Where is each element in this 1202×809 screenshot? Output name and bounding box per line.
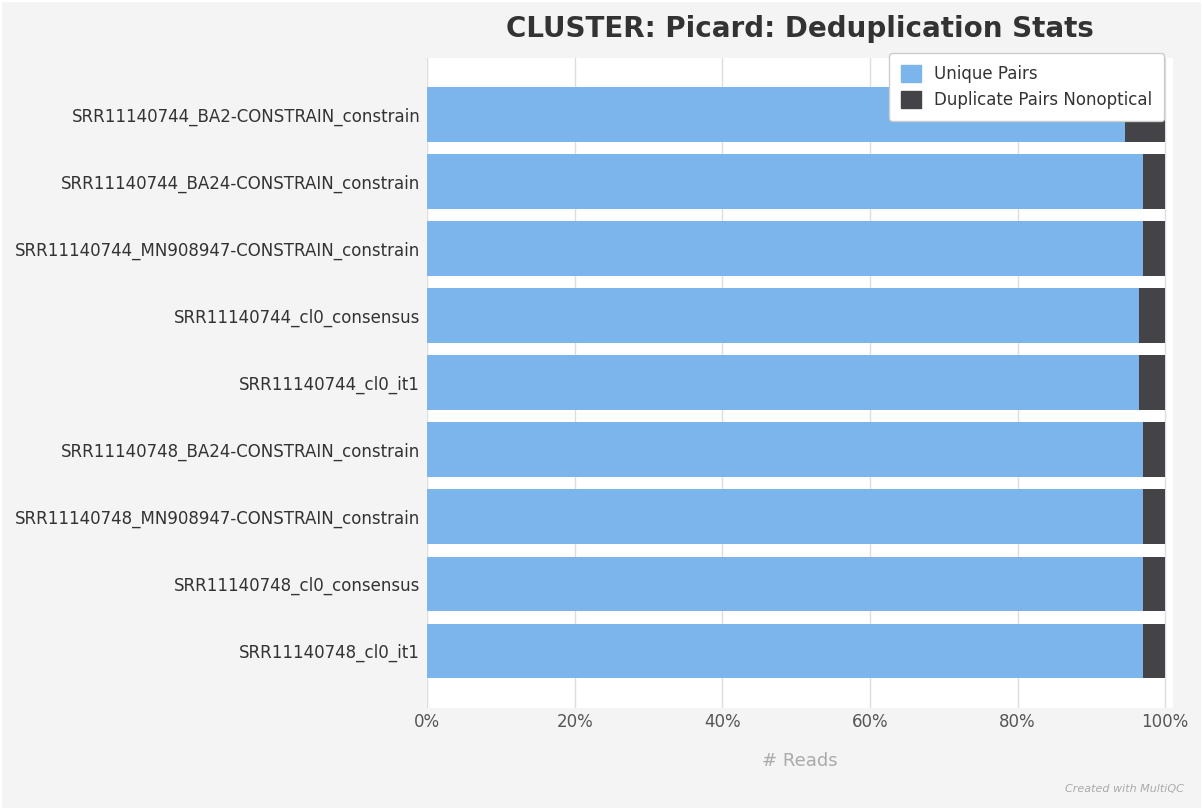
Legend: Unique Pairs, Duplicate Pairs Nonoptical: Unique Pairs, Duplicate Pairs Nonoptical [889,53,1165,121]
Title: CLUSTER: Picard: Deduplication Stats: CLUSTER: Picard: Deduplication Stats [506,15,1094,43]
Bar [1143,422,1165,477]
Bar [1143,222,1165,277]
Bar [1143,155,1165,210]
Bar [1139,355,1165,410]
Bar [1143,557,1165,612]
Bar [427,289,1139,343]
Bar [427,557,1143,612]
Bar [427,624,1143,679]
Bar [1143,624,1165,679]
Bar [427,422,1143,477]
Bar [427,87,1125,142]
Text: Created with MultiQC: Created with MultiQC [1065,785,1184,794]
Bar [427,155,1143,210]
X-axis label: # Reads: # Reads [762,752,838,769]
Bar [1139,289,1165,343]
Bar [1143,489,1165,544]
Bar [427,222,1143,277]
Bar [427,355,1139,410]
Bar [1125,87,1165,142]
Bar [427,489,1143,544]
